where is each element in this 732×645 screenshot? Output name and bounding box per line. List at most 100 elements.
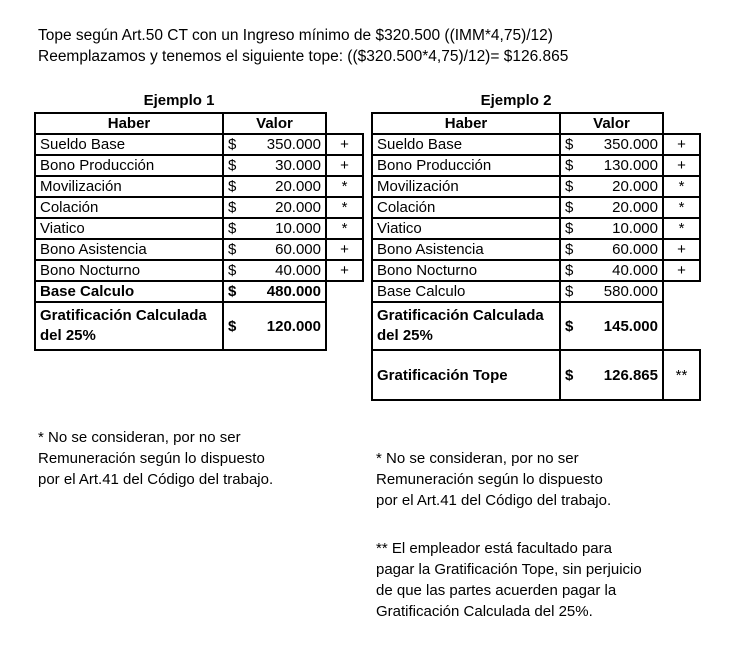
currency-symbol: $ (228, 136, 237, 153)
header-row: Haber Valor (371, 112, 700, 135)
base-value: 580.000 (603, 283, 658, 300)
gratification-row: Gratificación Calculada del 25% $145.000 (371, 301, 700, 351)
item-label: Viatico (371, 217, 561, 240)
item-value: 60.000 (612, 241, 658, 258)
example-1-title: Ejemplo 1 (143, 92, 215, 109)
item-value: 30.000 (275, 157, 321, 174)
currency-symbol: $ (228, 157, 237, 174)
item-value-cell: $60.000 (222, 238, 327, 261)
intro-line: Reemplazamos y tenemos el siguiente tope… (38, 48, 569, 65)
item-mark: * (325, 196, 364, 219)
currency-symbol: $ (228, 178, 237, 195)
gratification-value: 145.000 (603, 317, 658, 335)
item-value-cell: $10.000 (222, 217, 327, 240)
item-value: 350.000 (266, 136, 321, 153)
currency-symbol: $ (565, 241, 574, 258)
item-value-cell: $20.000 (222, 175, 327, 198)
item-value: 10.000 (275, 220, 321, 237)
currency-symbol: $ (565, 136, 574, 153)
example-2-title: Ejemplo 2 (480, 92, 552, 109)
tope-label: Gratificación Tope (371, 349, 561, 401)
item-label: Bono Asistencia (371, 238, 561, 261)
item-label: Sueldo Base (34, 133, 224, 156)
table-row: Bono Asistencia $60.000 + (371, 238, 701, 261)
table-row: Bono Asistencia $60.000 + (34, 238, 364, 261)
note-double-asterisk: ** El empleador está facultado para paga… (376, 538, 642, 622)
item-mark: * (662, 196, 701, 219)
item-value: 20.000 (612, 178, 658, 195)
note-line: pagar la Gratificación Tope, sin perjuic… (376, 561, 642, 578)
tope-row: Gratificación Tope $126.865 ** (371, 349, 701, 401)
item-value-cell: $20.000 (559, 175, 664, 198)
header-row: Haber Valor (34, 112, 363, 135)
currency-symbol: $ (228, 283, 237, 300)
base-label: Base Calculo (34, 280, 224, 303)
item-value-cell: $20.000 (559, 196, 664, 219)
base-label: Base Calculo (371, 280, 561, 303)
item-value: 20.000 (275, 199, 321, 216)
item-label: Colación (371, 196, 561, 219)
header-valor: Valor (222, 112, 327, 135)
table-row: Bono Producción $130.000 + (371, 154, 701, 177)
item-value: 130.000 (603, 157, 658, 174)
currency-symbol: $ (565, 262, 574, 279)
item-label: Bono Producción (371, 154, 561, 177)
table-row: Movilización $20.000 * (371, 175, 701, 198)
tope-value-cell: $126.865 (559, 349, 664, 401)
item-mark: * (325, 217, 364, 240)
table-row: Bono Producción $30.000 + (34, 154, 364, 177)
item-value-cell: $130.000 (559, 154, 664, 177)
item-value: 40.000 (275, 262, 321, 279)
base-value-cell: $580.000 (559, 280, 664, 303)
item-value-cell: $40.000 (222, 259, 327, 282)
currency-symbol: $ (228, 220, 237, 237)
item-label: Bono Asistencia (34, 238, 224, 261)
item-mark: + (325, 154, 364, 177)
item-value-cell: $20.000 (222, 196, 327, 219)
currency-symbol: $ (565, 317, 574, 335)
currency-symbol: $ (565, 220, 574, 237)
item-label: Bono Nocturno (34, 259, 224, 282)
currency-symbol: $ (565, 178, 574, 195)
header-haber: Haber (34, 112, 224, 135)
item-label: Bono Nocturno (371, 259, 561, 282)
gratification-value-cell: $145.000 (559, 301, 664, 351)
currency-symbol: $ (228, 199, 237, 216)
item-value: 10.000 (612, 220, 658, 237)
item-mark: + (662, 259, 701, 282)
gratification-label: Gratificación Calculada del 25% (34, 301, 224, 351)
note-asterisk-ex1: * No se consideran, por no ser Remunerac… (38, 427, 273, 490)
table-row: Viatico $10.000 * (34, 217, 364, 240)
note-line: Gratificación Calculada del 25%. (376, 603, 593, 620)
table-row: Sueldo Base $350.000 + (371, 133, 701, 156)
header-valor: Valor (559, 112, 664, 135)
note-line: Remuneración según lo dispuesto (376, 471, 603, 488)
item-value: 40.000 (612, 262, 658, 279)
currency-symbol: $ (565, 283, 574, 300)
item-value: 20.000 (275, 178, 321, 195)
table-row: Viatico $10.000 * (371, 217, 701, 240)
item-label: Movilización (371, 175, 561, 198)
item-value-cell: $60.000 (559, 238, 664, 261)
note-line: * No se consideran, por no ser (38, 429, 241, 446)
note-line: Remuneración según lo dispuesto (38, 450, 265, 467)
table-row: Colación $20.000 * (34, 196, 364, 219)
item-mark: + (325, 133, 364, 156)
note-line: ** El empleador está facultado para (376, 540, 612, 557)
item-value-cell: $10.000 (559, 217, 664, 240)
currency-symbol: $ (228, 317, 237, 335)
base-value: 480.000 (266, 283, 321, 300)
currency-symbol: $ (228, 262, 237, 279)
item-mark: + (325, 259, 364, 282)
base-row: Base Calculo $480.000 (34, 280, 363, 303)
item-mark: + (662, 238, 701, 261)
currency-symbol: $ (565, 157, 574, 174)
item-label: Bono Producción (34, 154, 224, 177)
note-asterisk-ex2: * No se consideran, por no ser Remunerac… (376, 448, 611, 511)
note-line: de que las partes acuerden pagar la (376, 582, 617, 599)
base-row: Base Calculo $580.000 (371, 280, 700, 303)
gratification-value: 120.000 (266, 317, 321, 335)
item-value: 20.000 (612, 199, 658, 216)
table-row: Bono Nocturno $40.000 + (34, 259, 364, 282)
gratification-label: Gratificación Calculada del 25% (371, 301, 561, 351)
